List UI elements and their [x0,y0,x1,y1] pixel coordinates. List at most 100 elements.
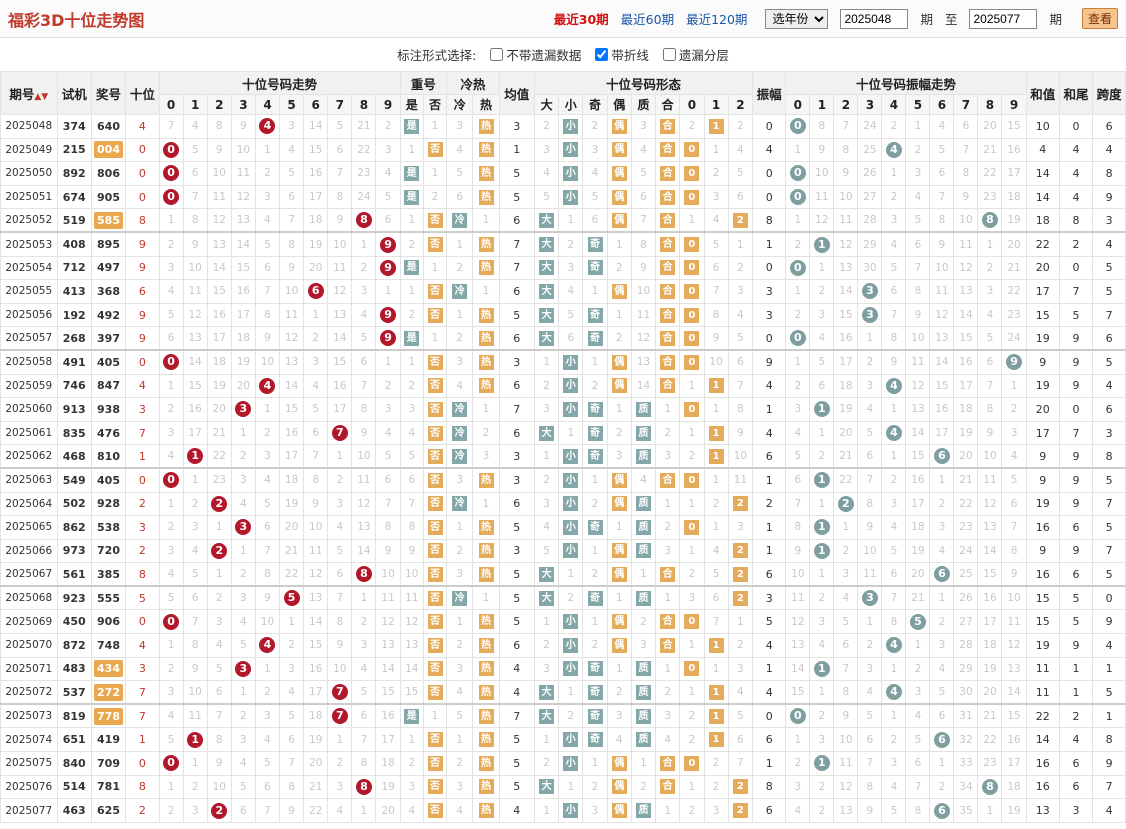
amp-trend-cell: 21 [977,137,1003,163]
amp-trend-cell: 10 [977,444,1003,469]
amp-trend-cell: 19 [1001,798,1027,823]
hit-ball: 1 [813,755,830,772]
form-cell: 1 [606,302,632,328]
form-cell: 2 [679,562,705,587]
trend-cell: 4 [303,373,329,399]
prize-cell: 419 [90,727,127,753]
form-cell: 2 [533,467,560,493]
tens-cell: 5 [125,585,160,611]
trend-cell: 16 [182,397,208,422]
amp-trend-cell: 2 [785,373,811,399]
trend-cell: 10 [327,231,353,257]
hit-ball: 4 [259,377,276,394]
marker-box: 偶 [611,779,627,795]
trial-cell: 514 [56,774,92,800]
avg-cell: 6 [498,373,535,399]
avg-cell: 3 [498,349,535,375]
amp-trend-cell: 14 [785,656,811,682]
query-button[interactable]: 查看 [1081,8,1118,29]
option-checkbox[interactable] [662,48,676,61]
amp-trend-cell: 3 [905,680,931,705]
range-link-120[interactable]: 最近120期 [686,12,748,27]
repeat-cell: 2 [399,751,424,776]
marker-box: 大 [539,307,555,323]
trend-cell: 23 [351,161,377,186]
trend-cell: 3 [375,397,401,422]
form-cell: 偶 [606,609,632,635]
trend-cell: 5 [327,114,353,139]
trend-cell: 19 [279,491,305,517]
trend-cell: 2 [303,326,329,351]
form-cell: 合 [655,774,681,800]
trend-cell: 3 [158,680,184,705]
trend-cell: 11 [230,161,256,186]
range-link-30[interactable]: 最近30期 [553,12,609,27]
avg-cell: 6 [498,326,535,351]
trend-cell: 6 [375,467,401,493]
option-checkbox[interactable] [490,48,504,61]
prize-cell: 538 [90,515,127,540]
form-cell: 7 [703,609,729,635]
prize-cell: 476 [90,420,127,446]
prize-cell: 938 [90,397,127,422]
amp-trend-cell: 8 [953,161,979,186]
span-cell: 9 [1092,184,1126,210]
amp-trend-cell: 25 [857,137,883,163]
option-checkbox[interactable] [595,48,609,61]
amp-cell: 1 [752,538,787,564]
marker-box: 1 [708,637,724,653]
amp-trend-cell: 12 [833,231,859,257]
span-cell: 5 [1092,562,1126,587]
marker-box: 小 [563,354,579,370]
hit-ball: 3 [861,283,878,300]
amp-trend-cell: 18 [953,397,979,422]
trend-cell: 8 [351,774,377,800]
amp-trend-cell: 5 [881,255,907,281]
table-row: 2025061 835 476 7 3 17 21 1 2 16 6 7 9 4 4 否冷 2 6 大 1 奇 2 质 2 1 1… [0,420,1126,446]
trial-cell: 483 [56,656,92,682]
amp-trend-cell: 5 [977,326,1003,351]
option-layered[interactable]: 遗漏分层 [662,45,729,64]
sort-icon[interactable]: ▲▼ [34,91,49,102]
period-label: 期 [1049,12,1062,27]
amp-trend-cell: 1 [809,538,835,564]
trend-cell: 8 [351,562,377,587]
amp-trend-cell: 18 [1001,774,1027,800]
tens-cell: 9 [125,326,160,351]
form-cell: 小 [558,467,584,493]
form-cell: 偶 [606,774,632,800]
marker-box: 冷 [452,496,468,512]
to-issue-input[interactable] [969,8,1038,29]
year-select[interactable]: 选年份 [765,8,829,29]
avg-cell: 6 [498,420,535,446]
form-cell: 1 [655,491,681,517]
amp-trend-cell: 26 [857,161,883,186]
hit-ball: 0 [789,118,806,135]
form-cell: 1 [533,444,560,469]
marker-box: 奇 [587,661,603,677]
prize-cell: 781 [90,774,127,800]
hotcold-cell: 热 [472,515,500,540]
form-cell: 2 [727,585,754,611]
option-no-omission[interactable]: 不带遗漏数据 [490,45,581,64]
form-col-header: 大 [533,94,560,115]
marker-box: 冷 [452,401,468,417]
trend-cell: 9 [279,255,305,281]
repeat-cell: 否 [422,302,448,328]
span-cell: 4 [1092,137,1126,163]
amp-cell: 1 [752,467,787,493]
option-with-lines[interactable]: 带折线 [595,45,649,64]
col-issue[interactable]: 期号▲▼ [0,71,58,115]
amp-trend-cell: 2 [905,137,931,163]
amp-trend-cell: 0 [785,326,811,351]
trend-cell: 2 [327,467,353,493]
issue-cell: 2025067 [0,562,58,587]
from-issue-input[interactable] [840,8,909,29]
amp-trend-cell: 2 [905,656,931,682]
marker-box: 0 [684,661,700,677]
amp-trend-cell: 7 [833,114,859,139]
marker-box: 奇 [587,519,603,535]
span-cell: 5 [1092,680,1126,705]
marker-box: 0 [684,142,700,158]
range-link-60[interactable]: 最近60期 [620,12,675,27]
